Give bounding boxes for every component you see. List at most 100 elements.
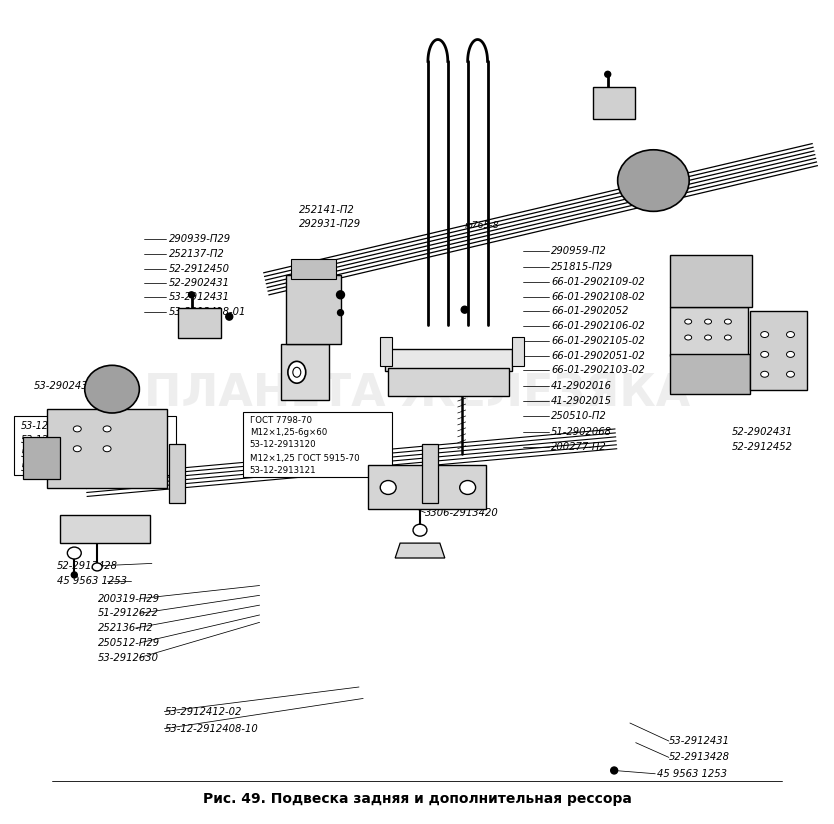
Text: 53-2912431: 53-2912431 bbox=[669, 736, 730, 746]
FancyBboxPatch shape bbox=[388, 368, 510, 396]
Text: 41-2902015: 41-2902015 bbox=[551, 396, 612, 405]
Text: 53-12-2913103-10: 53-12-2913103-10 bbox=[21, 421, 111, 431]
FancyBboxPatch shape bbox=[286, 275, 340, 344]
Text: ю765-8: ю765-8 bbox=[465, 221, 500, 230]
FancyBboxPatch shape bbox=[380, 336, 392, 367]
Text: 52-2913428: 52-2913428 bbox=[57, 561, 118, 571]
Text: 66-01-2902108-02: 66-01-2902108-02 bbox=[551, 292, 645, 302]
Text: 252141-П2: 252141-П2 bbox=[299, 205, 355, 215]
Text: 52-2902431: 52-2902431 bbox=[168, 278, 229, 288]
Text: 53-12-2913102-10: 53-12-2913102-10 bbox=[21, 435, 111, 445]
Ellipse shape bbox=[705, 335, 711, 340]
Text: 66-2902012-03: 66-2902012-03 bbox=[716, 358, 792, 368]
Text: 66-01-2902109-02: 66-01-2902109-02 bbox=[551, 277, 645, 287]
Text: 53-12-2912408-10: 53-12-2912408-10 bbox=[164, 723, 258, 733]
FancyBboxPatch shape bbox=[593, 87, 635, 119]
FancyBboxPatch shape bbox=[369, 465, 485, 509]
Text: М12×1,25 ГОСТ 5915-70: М12×1,25 ГОСТ 5915-70 bbox=[249, 454, 359, 463]
Circle shape bbox=[188, 292, 194, 297]
Ellipse shape bbox=[618, 150, 689, 212]
Ellipse shape bbox=[288, 362, 306, 383]
Circle shape bbox=[605, 72, 610, 77]
FancyBboxPatch shape bbox=[23, 437, 60, 479]
Ellipse shape bbox=[73, 446, 81, 452]
Polygon shape bbox=[395, 543, 445, 558]
Text: 200277-П2: 200277-П2 bbox=[551, 442, 607, 452]
Ellipse shape bbox=[761, 351, 769, 358]
FancyBboxPatch shape bbox=[291, 259, 335, 279]
Text: 292931-П29: 292931-П29 bbox=[299, 218, 361, 229]
Circle shape bbox=[610, 767, 618, 774]
Ellipse shape bbox=[725, 335, 731, 340]
Text: 66-01-2902052: 66-01-2902052 bbox=[551, 307, 629, 316]
Ellipse shape bbox=[786, 351, 795, 358]
Text: 53-12-2913101-10: 53-12-2913101-10 bbox=[21, 449, 111, 459]
FancyBboxPatch shape bbox=[48, 409, 167, 489]
FancyBboxPatch shape bbox=[243, 412, 392, 477]
Text: 251815-П29: 251815-П29 bbox=[551, 262, 613, 272]
Ellipse shape bbox=[786, 331, 795, 338]
Text: ПЛАНЕТА ЖЕЛЕЗЯКА: ПЛАНЕТА ЖЕЛЕЗЯКА bbox=[144, 372, 690, 415]
FancyBboxPatch shape bbox=[422, 444, 438, 503]
Ellipse shape bbox=[460, 480, 475, 494]
FancyBboxPatch shape bbox=[14, 416, 176, 475]
FancyBboxPatch shape bbox=[385, 349, 512, 372]
Ellipse shape bbox=[103, 426, 111, 432]
Circle shape bbox=[72, 572, 78, 578]
Text: 66-01-2902106-02: 66-01-2902106-02 bbox=[551, 321, 645, 331]
Text: 52-2912450: 52-2912450 bbox=[168, 264, 229, 274]
Text: 250512-П29: 250512-П29 bbox=[98, 638, 160, 648]
Text: 200319-П29: 200319-П29 bbox=[98, 593, 160, 604]
Ellipse shape bbox=[705, 319, 711, 324]
Ellipse shape bbox=[685, 335, 691, 340]
Ellipse shape bbox=[85, 365, 139, 413]
Text: 252136-П2: 252136-П2 bbox=[98, 623, 153, 633]
FancyBboxPatch shape bbox=[671, 255, 751, 307]
Text: 66-01-2902105-02: 66-01-2902105-02 bbox=[551, 336, 645, 346]
Text: 53-12-2913121: 53-12-2913121 bbox=[249, 466, 316, 475]
Text: 51-2902068: 51-2902068 bbox=[551, 427, 612, 437]
Circle shape bbox=[337, 291, 344, 299]
Ellipse shape bbox=[413, 524, 427, 536]
FancyBboxPatch shape bbox=[281, 344, 329, 400]
Text: 66-01-2902051-02: 66-01-2902051-02 bbox=[551, 350, 645, 361]
Circle shape bbox=[226, 313, 233, 320]
Text: 53-12-2913012-10: 53-12-2913012-10 bbox=[21, 462, 111, 473]
Ellipse shape bbox=[293, 368, 301, 377]
Ellipse shape bbox=[761, 331, 769, 338]
FancyBboxPatch shape bbox=[512, 336, 525, 367]
Text: 250510-П2: 250510-П2 bbox=[551, 411, 607, 421]
Text: 53-2912431: 53-2912431 bbox=[168, 293, 229, 302]
Text: 3306-2913420: 3306-2913420 bbox=[425, 508, 499, 517]
Ellipse shape bbox=[786, 372, 795, 377]
FancyBboxPatch shape bbox=[168, 444, 184, 503]
Text: 252137-П2: 252137-П2 bbox=[168, 249, 224, 259]
Text: 53-2902433-А: 53-2902433-А bbox=[34, 381, 106, 391]
Text: ГОСТ 7798-70: ГОСТ 7798-70 bbox=[249, 415, 312, 424]
Text: 290939-П29: 290939-П29 bbox=[168, 234, 230, 244]
FancyBboxPatch shape bbox=[178, 307, 221, 338]
Text: 53-12-2913120: 53-12-2913120 bbox=[249, 440, 316, 449]
Ellipse shape bbox=[761, 372, 769, 377]
Text: 53-2912418-01: 53-2912418-01 bbox=[168, 307, 246, 317]
FancyBboxPatch shape bbox=[671, 307, 748, 356]
Text: 45 9563 1253: 45 9563 1253 bbox=[657, 769, 727, 779]
Circle shape bbox=[461, 307, 468, 313]
Text: 52-2902431: 52-2902431 bbox=[731, 427, 793, 437]
FancyBboxPatch shape bbox=[671, 354, 750, 394]
FancyBboxPatch shape bbox=[750, 311, 807, 390]
Ellipse shape bbox=[73, 426, 81, 432]
Ellipse shape bbox=[725, 319, 731, 324]
Text: 52-2912452: 52-2912452 bbox=[731, 442, 793, 452]
Text: 52-2913428: 52-2913428 bbox=[669, 752, 730, 762]
Text: 45 9563 1253: 45 9563 1253 bbox=[57, 576, 127, 586]
Text: 53-2912412-02: 53-2912412-02 bbox=[164, 706, 242, 717]
Circle shape bbox=[338, 310, 344, 316]
Text: Рис. 49. Подвеска задняя и дополнительная рессора: Рис. 49. Подвеска задняя и дополнительна… bbox=[203, 793, 631, 807]
Ellipse shape bbox=[68, 547, 81, 559]
Text: 53-2912630: 53-2912630 bbox=[98, 653, 159, 662]
Text: 51-2912622: 51-2912622 bbox=[98, 608, 159, 618]
Ellipse shape bbox=[93, 563, 102, 571]
Text: 41-2902016: 41-2902016 bbox=[551, 381, 612, 391]
Ellipse shape bbox=[685, 319, 691, 324]
